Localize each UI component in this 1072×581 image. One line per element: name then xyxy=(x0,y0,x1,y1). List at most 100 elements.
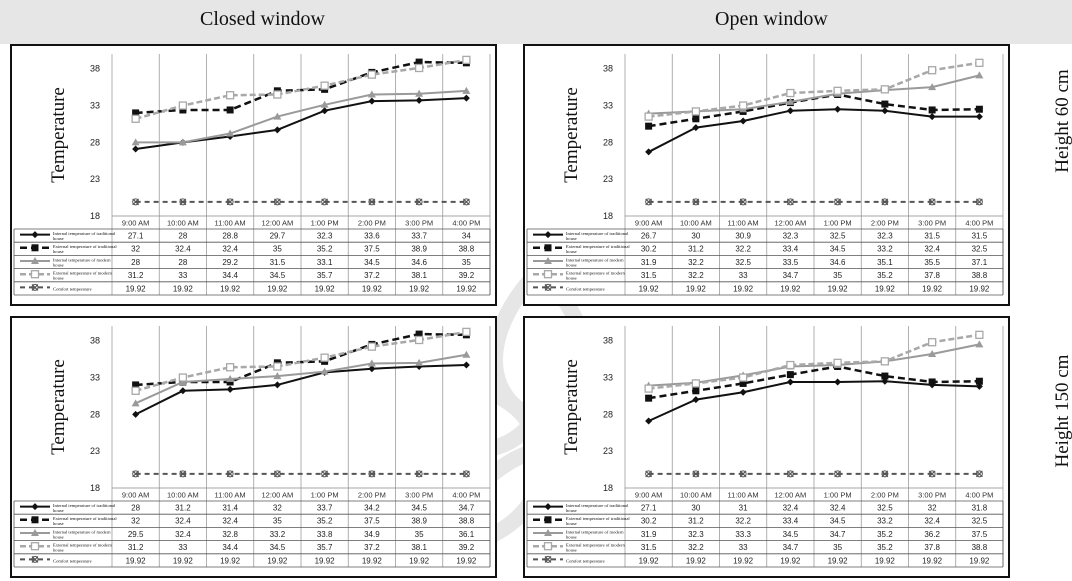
series-1 xyxy=(645,105,983,156)
table-cell: 34.5 xyxy=(411,504,427,513)
chart-svg: Temperature 18 23 28 33 38 9:00 AM 10:00 AM 11:0… xyxy=(13,54,491,296)
marker-ring xyxy=(368,470,376,478)
x-category-label: 12:00 AM xyxy=(775,219,807,228)
data-point xyxy=(975,113,983,121)
legend-swatch xyxy=(533,516,563,524)
data-point xyxy=(415,198,423,206)
data-point xyxy=(132,109,140,117)
table-cell: 19.92 xyxy=(173,284,194,293)
table-cell: 31.9 xyxy=(641,258,657,267)
table-cell: 29.7 xyxy=(270,232,286,241)
marker-cross xyxy=(321,470,329,478)
data-point xyxy=(132,198,140,206)
legend-marker xyxy=(544,231,552,239)
table-cell: 33 xyxy=(178,543,187,552)
table-cell: 34.4 xyxy=(222,543,238,552)
data-point xyxy=(462,198,470,206)
data-point xyxy=(975,377,983,385)
data-point xyxy=(225,91,235,100)
table-cell: 19.92 xyxy=(828,284,849,293)
table-cell: 32.5 xyxy=(972,245,988,254)
data-point xyxy=(132,410,140,418)
data-point xyxy=(179,387,187,395)
marker-ring xyxy=(415,198,423,206)
data-point xyxy=(975,58,984,67)
table-cell: 38.1 xyxy=(411,543,427,552)
table-cell: 33 xyxy=(739,543,748,552)
series-4 xyxy=(131,327,471,395)
table-cell: 35.2 xyxy=(877,271,893,280)
table-cell: 35 xyxy=(462,258,471,267)
marker-ring xyxy=(368,198,376,206)
chart-panel-closed-150: Temperature 18 23 28 33 38 9:00 AM 10:00 AM 11:0… xyxy=(10,316,497,578)
legend-label-line: house xyxy=(53,508,64,513)
legend-label-line: house xyxy=(566,249,577,254)
table-cell: 19.92 xyxy=(362,284,383,293)
data-point xyxy=(834,470,842,478)
y-tick-label: 18 xyxy=(603,483,613,493)
legend-label: Internal temperature of modern house xyxy=(53,257,111,267)
table-cell: 19.92 xyxy=(969,556,990,565)
table-cell: 19.92 xyxy=(780,284,801,293)
x-category-label: 4:00 PM xyxy=(452,219,480,228)
data-point xyxy=(132,381,140,389)
table-cell: 19.92 xyxy=(456,284,477,293)
table-cell: 37.8 xyxy=(924,543,940,552)
data-point xyxy=(226,198,234,206)
table-cell: 35.5 xyxy=(924,258,940,267)
marker-ring xyxy=(786,470,794,478)
data-point xyxy=(321,107,329,115)
marker-ring xyxy=(226,470,234,478)
table-cell: 19.92 xyxy=(173,556,194,565)
data-point xyxy=(739,198,747,206)
table-cell: 28 xyxy=(131,504,140,513)
y-tick-label: 28 xyxy=(603,137,613,147)
series-line xyxy=(648,333,980,390)
table-cell: 19.92 xyxy=(409,556,430,565)
x-category-label: 10:00 AM xyxy=(167,491,199,500)
table-cell: 31.5 xyxy=(924,232,940,241)
table-cell: 35 xyxy=(273,245,282,254)
data-point xyxy=(738,373,748,382)
table-cell: 19.92 xyxy=(267,284,288,293)
legend-label: Internal temperature of traditional house xyxy=(566,503,629,513)
table-cell: 35 xyxy=(833,271,842,280)
series-line xyxy=(648,380,980,422)
chart-svg: Temperature 18 23 28 33 38 9:00 AM 10:00 AM 11:0… xyxy=(13,326,491,568)
data-point xyxy=(833,358,842,367)
table-cell: 37.1 xyxy=(972,258,988,267)
table-cell: 31.4 xyxy=(222,504,238,513)
table-cell: 34.4 xyxy=(222,271,238,280)
table-cell: 34.5 xyxy=(270,543,286,552)
data-point xyxy=(881,198,889,206)
marker-cross xyxy=(739,470,747,478)
legend-label: Comfort temperature xyxy=(53,558,92,563)
legend-swatch xyxy=(20,529,50,536)
table-cell: 33.2 xyxy=(270,530,286,539)
table-cell: 19.92 xyxy=(639,556,660,565)
legend-marker xyxy=(544,503,552,511)
x-category-label: 2:00 PM xyxy=(358,219,386,228)
marker-cross xyxy=(462,470,470,478)
x-category-label: 9:00 AM xyxy=(635,219,663,228)
table-cell: 38.8 xyxy=(972,543,988,552)
legend-marker xyxy=(31,529,39,536)
table-cell: 35.2 xyxy=(877,530,893,539)
data-point xyxy=(132,470,140,478)
marker-cross xyxy=(368,198,376,206)
table-cell: 19.92 xyxy=(733,284,754,293)
table-cell: 34.2 xyxy=(364,504,380,513)
data-point xyxy=(273,381,281,389)
legend-swatch xyxy=(533,270,563,279)
data-point xyxy=(881,377,889,385)
data-point xyxy=(927,66,937,75)
data-point xyxy=(881,470,889,478)
marker-ring xyxy=(928,198,936,206)
data-point xyxy=(975,198,983,206)
legend-label-line: Internal temperature of traditional xyxy=(53,503,116,508)
table-cell: 32.2 xyxy=(688,543,704,552)
data-point xyxy=(226,470,234,478)
data-point xyxy=(367,359,376,367)
x-category-label: 4:00 PM xyxy=(965,219,993,228)
table-cell: 30 xyxy=(691,504,700,513)
